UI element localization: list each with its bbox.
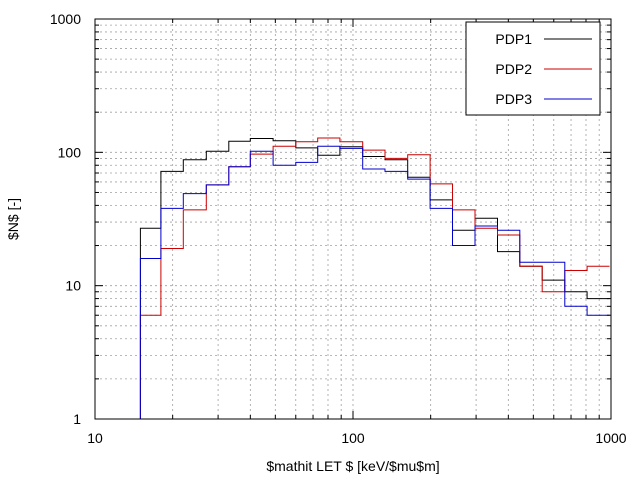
y-tick-label: 1000 <box>50 11 81 27</box>
legend-label: PDP1 <box>495 31 532 47</box>
tick-layer: 10 100 1000 1 10 100 1000 <box>50 11 627 446</box>
series-line-pdp3 <box>139 145 610 419</box>
x-tick-label: 10 <box>87 430 103 446</box>
x-axis-label: $mathit LET $ [keV/$mu$m] <box>266 458 439 474</box>
y-tick-label: 100 <box>58 144 82 160</box>
series-layer <box>139 137 610 419</box>
legend-label: PDP3 <box>495 91 532 107</box>
series-line-pdp2 <box>139 137 610 419</box>
x-tick-label: 1000 <box>595 430 626 446</box>
y-axis-label: $N$ [-] <box>5 198 21 240</box>
legend: PDP1 PDP2 PDP3 <box>465 21 601 116</box>
x-tick-label: 100 <box>341 430 365 446</box>
axis-label-layer: $mathit LET $ [keV/$mu$m] $N$ [-] <box>5 198 440 474</box>
y-tick-label: 10 <box>65 278 81 294</box>
series-line-pdp1 <box>139 138 610 419</box>
y-tick-label: 1 <box>73 411 81 427</box>
legend-label: PDP2 <box>495 61 532 77</box>
